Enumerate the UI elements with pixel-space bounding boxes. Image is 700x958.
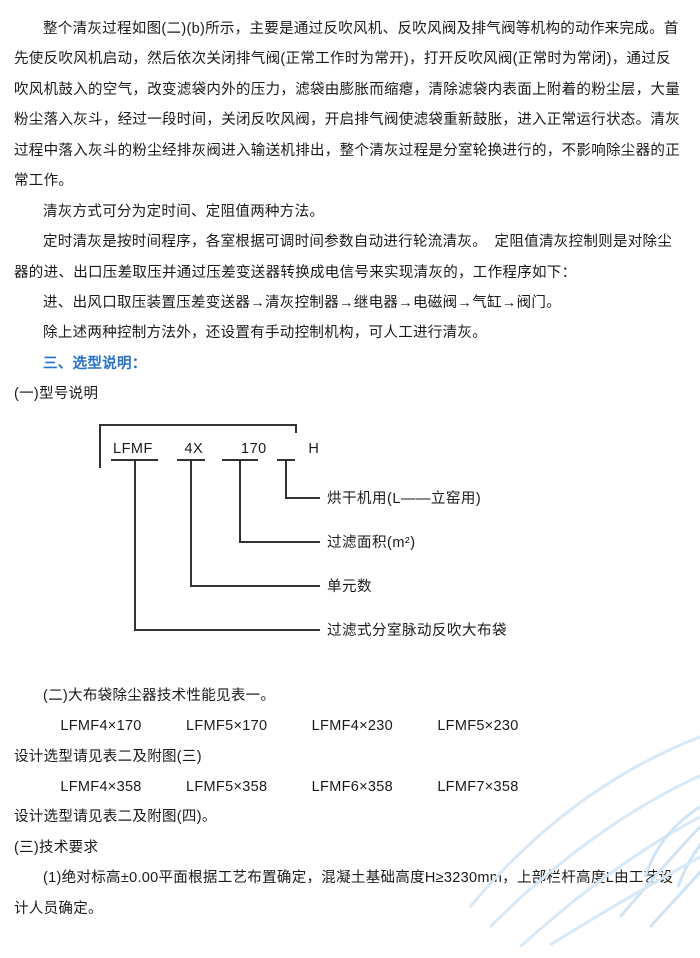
section-heading: 三、选型说明：	[14, 349, 680, 379]
body-paragraph-1: 整个清灰过程如图(二)(b)所示，主要是通过反吹风机、反吹风阀及排气阀等机构的动…	[14, 14, 680, 197]
desc-170: 过滤面积(m²)	[327, 528, 416, 558]
sub-heading-model: (一)型号说明	[14, 379, 680, 409]
desc-h: 烘干机用(L——立窑用)	[327, 484, 481, 514]
models-row-2: LFMF4×358 LFMF5×358 LFMF6×358 LFMF7×358	[14, 772, 680, 802]
model-item: LFMF4×170	[60, 711, 141, 741]
model-item: LFMF5×230	[437, 711, 518, 741]
desc-4x: 单元数	[327, 572, 372, 602]
code-h: H	[295, 434, 333, 464]
model-code-diagram: LFMF 4X 170 H 烘干机用(L——立窑用) 过滤面积(m²) 单元数 …	[14, 424, 680, 659]
model-item: LFMF6×358	[312, 772, 393, 802]
sub-heading-performance: (二)大布袋除尘器技术性能见表一。	[14, 681, 680, 711]
body-paragraph-5: 除上述两种控制方法外，还设置有手动控制机构，可人工进行清灰。	[14, 318, 680, 348]
model-item: LFMF5×358	[186, 772, 267, 802]
model-item: LFMF4×230	[312, 711, 393, 741]
body-paragraph-4: 进、出风口取压装置压差变送器→清灰控制器→继电器→电磁阀→气缸→阀门。	[14, 288, 680, 318]
design-note-1: 设计选型请见表二及附图(三)	[14, 742, 680, 772]
tech-requirement-1: (1)绝对标高±0.00平面根据工艺布置确定，混凝土基础高度H≥3230mm，上…	[14, 863, 680, 924]
model-item: LFMF7×358	[437, 772, 518, 802]
models-row-1: LFMF4×170 LFMF5×170 LFMF4×230 LFMF5×230	[14, 711, 680, 741]
model-item: LFMF5×170	[186, 711, 267, 741]
sub-heading-tech: (三)技术要求	[14, 833, 680, 863]
model-item: LFMF4×358	[60, 772, 141, 802]
design-note-2: 设计选型请见表二及附图(四)。	[14, 802, 680, 832]
body-paragraph-2: 清灰方式可分为定时间、定阻值两种方法。	[14, 197, 680, 227]
body-paragraph-3: 定时清灰是按时间程序，各室根据可调时间参数自动进行轮流清灰。 定阻值清灰控制则是…	[14, 227, 680, 288]
desc-lfmf: 过滤式分室脉动反吹大布袋	[327, 616, 507, 646]
